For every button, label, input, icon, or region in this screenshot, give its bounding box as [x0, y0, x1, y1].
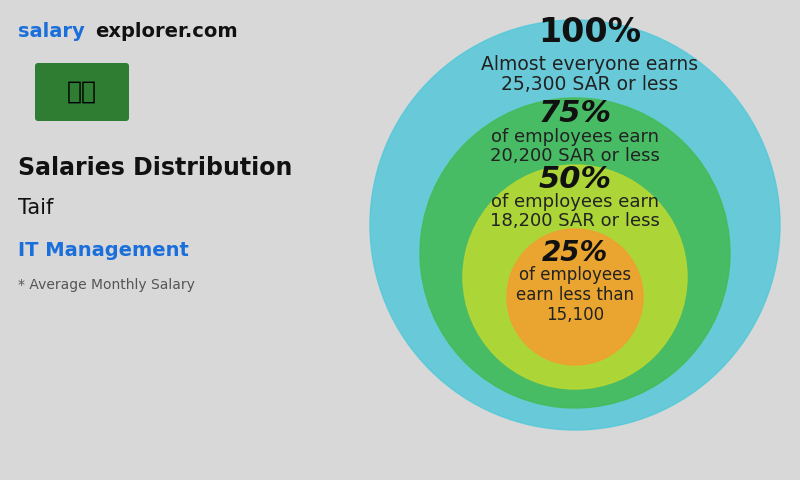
Circle shape — [420, 98, 730, 408]
Text: 18,200 SAR or less: 18,200 SAR or less — [490, 212, 660, 230]
Text: of employees earn: of employees earn — [491, 128, 659, 145]
Text: 15,100: 15,100 — [546, 306, 604, 324]
Text: earn less than: earn less than — [516, 286, 634, 304]
Text: 100%: 100% — [538, 15, 642, 48]
Text: * Average Monthly Salary: * Average Monthly Salary — [18, 278, 195, 292]
Circle shape — [507, 229, 643, 365]
Text: of employees: of employees — [519, 266, 631, 284]
Text: Taif: Taif — [18, 198, 54, 218]
FancyBboxPatch shape — [35, 63, 129, 121]
Circle shape — [463, 165, 687, 389]
Text: 🇸🇦: 🇸🇦 — [67, 80, 97, 104]
Text: Salaries Distribution: Salaries Distribution — [18, 156, 292, 180]
Text: IT Management: IT Management — [18, 240, 189, 260]
Text: explorer.com: explorer.com — [95, 23, 238, 41]
Text: 20,200 SAR or less: 20,200 SAR or less — [490, 146, 660, 165]
Text: 50%: 50% — [538, 165, 611, 193]
Text: 75%: 75% — [538, 99, 611, 128]
Text: 25%: 25% — [542, 239, 608, 267]
Text: 25,300 SAR or less: 25,300 SAR or less — [502, 74, 678, 94]
Circle shape — [370, 20, 780, 430]
Text: salary: salary — [18, 23, 85, 41]
Text: of employees earn: of employees earn — [491, 193, 659, 211]
Text: Almost everyone earns: Almost everyone earns — [482, 55, 698, 73]
